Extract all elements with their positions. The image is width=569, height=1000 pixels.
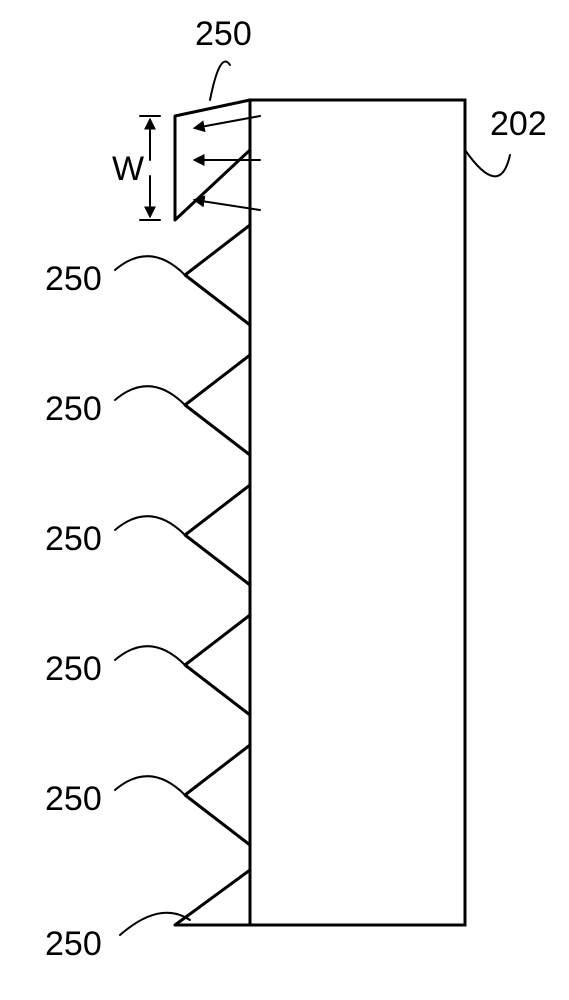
dim-W-label: W <box>112 150 144 188</box>
sawtooth-3 <box>185 615 250 715</box>
leader-250-4 <box>115 776 185 795</box>
label-202: 202 <box>490 105 547 143</box>
leader-250-top <box>210 62 230 100</box>
label-250-bottom: 250 <box>45 925 102 963</box>
sawtooth-1 <box>185 355 250 455</box>
main-block <box>250 100 465 925</box>
leader-250-0 <box>115 256 185 275</box>
label-250-top: 250 <box>195 15 252 53</box>
sawtooth-0 <box>185 225 250 325</box>
patent-figure: W 250 250 250 250 250 250 250 202 <box>0 0 569 1000</box>
label-250-1: 250 <box>45 390 102 428</box>
sawtooth-2 <box>185 485 250 585</box>
leader-250-2 <box>115 516 185 535</box>
leader-250-1 <box>115 386 185 405</box>
label-250-4: 250 <box>45 780 102 818</box>
label-250-3: 250 <box>45 650 102 688</box>
leader-250-3 <box>115 646 185 665</box>
leader-202 <box>465 150 510 176</box>
sawtooth-4 <box>185 745 250 845</box>
label-250-0: 250 <box>45 260 102 298</box>
label-250-2: 250 <box>45 520 102 558</box>
